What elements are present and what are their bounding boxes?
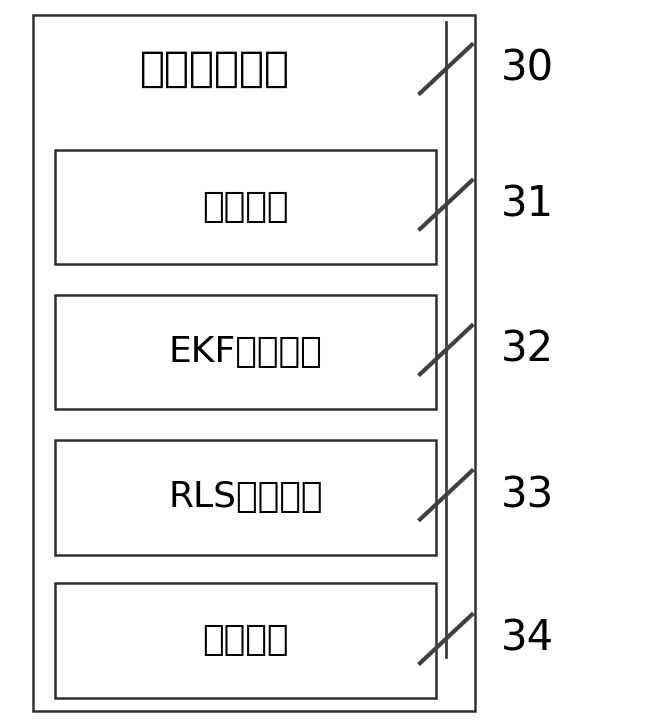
Text: EKF计算单元: EKF计算单元 xyxy=(169,335,323,369)
Text: 32: 32 xyxy=(501,329,554,371)
Bar xyxy=(55,440,436,555)
Bar xyxy=(55,150,436,264)
Bar xyxy=(55,295,436,409)
Text: 30: 30 xyxy=(501,48,555,90)
Text: 获取单元: 获取单元 xyxy=(202,190,289,224)
Text: 33: 33 xyxy=(501,474,555,516)
Text: 34: 34 xyxy=(501,618,555,660)
Text: RLS计算单元: RLS计算单元 xyxy=(169,481,323,514)
Bar xyxy=(55,583,436,698)
Text: 电池管理系统: 电池管理系统 xyxy=(140,48,290,90)
Text: 确定单元: 确定单元 xyxy=(202,624,289,657)
Text: 31: 31 xyxy=(501,184,555,226)
Bar xyxy=(33,15,475,711)
